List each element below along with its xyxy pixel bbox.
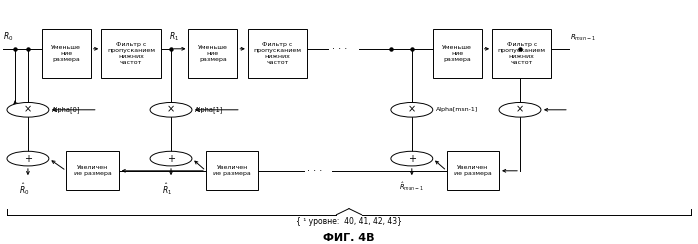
- Circle shape: [391, 151, 433, 166]
- Text: ×: ×: [24, 105, 32, 115]
- FancyBboxPatch shape: [433, 29, 482, 78]
- Text: Фильтр с
пропусканием
нижних
частот: Фильтр с пропусканием нижних частот: [107, 42, 155, 65]
- Text: ×: ×: [167, 105, 175, 115]
- Text: · · ·: · · ·: [307, 166, 322, 176]
- FancyBboxPatch shape: [42, 29, 91, 78]
- Text: Фильтр с
пропусканием
нижних
частот: Фильтр с пропусканием нижних частот: [253, 42, 302, 65]
- FancyBboxPatch shape: [206, 151, 258, 190]
- Text: $R_0$: $R_0$: [3, 30, 14, 43]
- Text: $R_{msn-1}$: $R_{msn-1}$: [570, 32, 596, 43]
- Text: ФИГ. 4B: ФИГ. 4B: [323, 233, 375, 243]
- Text: Alpha[1]: Alpha[1]: [195, 106, 224, 113]
- FancyBboxPatch shape: [248, 29, 307, 78]
- Text: $\hat{R}_1$: $\hat{R}_1$: [163, 181, 172, 196]
- Circle shape: [150, 151, 192, 166]
- FancyBboxPatch shape: [447, 151, 499, 190]
- Circle shape: [150, 102, 192, 117]
- Text: Уменьше
ние
размера: Уменьше ние размера: [52, 45, 81, 62]
- Text: Уменьше
ние
размера: Уменьше ние размера: [198, 45, 228, 62]
- FancyBboxPatch shape: [66, 151, 119, 190]
- Text: +: +: [408, 154, 416, 163]
- FancyBboxPatch shape: [101, 29, 161, 78]
- Text: +: +: [24, 154, 32, 163]
- Text: ×: ×: [408, 105, 416, 115]
- Text: Alpha[msn-1]: Alpha[msn-1]: [436, 107, 479, 112]
- Text: · · ·: · · ·: [332, 44, 347, 54]
- Circle shape: [7, 102, 49, 117]
- FancyBboxPatch shape: [188, 29, 237, 78]
- Text: Увеличен
ие размера: Увеличен ие размера: [454, 165, 492, 176]
- Text: Фильтр с
пропусканием
нижних
частот: Фильтр с пропусканием нижних частот: [498, 42, 546, 65]
- Circle shape: [499, 102, 541, 117]
- Text: $\hat{R}_{msn-1}$: $\hat{R}_{msn-1}$: [399, 181, 424, 193]
- Text: Увеличен
ие размера: Увеличен ие размера: [73, 165, 112, 176]
- FancyBboxPatch shape: [492, 29, 551, 78]
- Circle shape: [7, 151, 49, 166]
- Text: $R_1$: $R_1$: [169, 30, 179, 43]
- Text: ×: ×: [516, 105, 524, 115]
- Circle shape: [391, 102, 433, 117]
- Text: Alpha[0]: Alpha[0]: [52, 106, 81, 113]
- Text: $\hat{R}_0$: $\hat{R}_0$: [19, 181, 30, 196]
- Text: Увеличен
ие размера: Увеличен ие размера: [213, 165, 251, 176]
- Text: { ¹ уровне:  40, 41, 42, 43}: { ¹ уровне: 40, 41, 42, 43}: [296, 217, 402, 226]
- Text: +: +: [167, 154, 175, 163]
- Text: Уменьше
ние
размера: Уменьше ние размера: [443, 45, 472, 62]
